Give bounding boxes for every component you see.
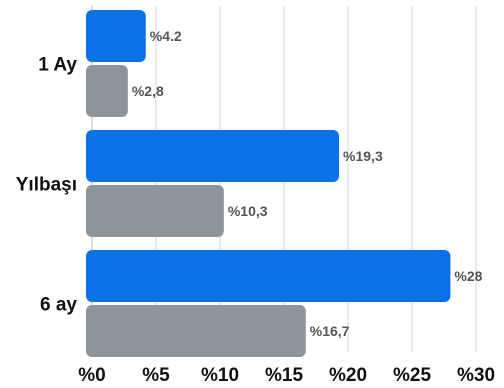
data-label: %10,3 xyxy=(228,203,268,219)
bar-0-0 xyxy=(86,10,146,62)
x-tick-label: %30 xyxy=(457,365,495,386)
bar-2-0 xyxy=(86,250,451,302)
x-tick-label: %5 xyxy=(142,365,170,386)
x-tick-label: %20 xyxy=(329,365,367,386)
category-labels: 1 Ay Yılbaşı 6 ay xyxy=(16,55,78,316)
bar-1-1 xyxy=(86,185,224,237)
bar-2-1 xyxy=(86,305,306,357)
data-label: %16,7 xyxy=(310,323,350,339)
data-label: %4.2 xyxy=(150,28,182,44)
bar-0-1 xyxy=(86,65,128,117)
data-label: %19,3 xyxy=(343,148,383,164)
x-tick-label: %10 xyxy=(201,365,239,386)
data-label: %28 xyxy=(454,268,482,284)
bars xyxy=(86,10,451,357)
category-label: 6 ay xyxy=(40,295,77,316)
bar-1-0 xyxy=(86,130,340,182)
x-tick-label: %25 xyxy=(393,365,431,386)
category-label: Yılbaşı xyxy=(16,175,77,196)
data-label: %2,8 xyxy=(132,83,164,99)
category-label: 1 Ay xyxy=(38,55,77,76)
x-tick-label: %0 xyxy=(78,365,105,386)
data-labels: %4.2 %2,8 %19,3 %10,3 %28 %16,7 xyxy=(132,28,483,339)
x-tick-label: %15 xyxy=(265,365,303,386)
x-axis-tick-labels: %0 %5 %10 %15 %20 %25 %30 xyxy=(78,365,495,386)
